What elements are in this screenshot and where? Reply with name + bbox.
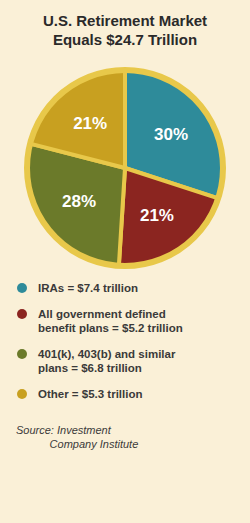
legend-entry: All government definedbenefit plans = $5… xyxy=(38,308,183,334)
pie xyxy=(27,70,223,266)
legend-marker xyxy=(17,283,27,293)
pie-rim xyxy=(27,70,223,266)
legend-marker xyxy=(17,309,27,319)
data-label: 21% xyxy=(140,206,174,225)
legend-entry: 401(k), 403(b) and similarplans = $6.8 t… xyxy=(38,348,176,374)
data-label: 28% xyxy=(62,192,96,211)
legend-marker xyxy=(17,349,27,359)
data-label: 21% xyxy=(73,114,107,133)
data-labels: 30% 21% 28% 21% xyxy=(62,114,188,225)
legend: IRAs = $7.4 trillion All government defin… xyxy=(17,282,183,400)
annotation: Source: Investment Company Institute xyxy=(16,424,138,450)
legend-entry: IRAs = $7.4 trillion xyxy=(38,282,138,294)
pie-slice xyxy=(119,168,218,266)
data-label: 30% xyxy=(154,125,188,144)
legend-entry: Other = $5.3 trillion xyxy=(38,388,143,400)
legend-marker xyxy=(17,389,27,399)
chart: U.S. Retirement MarketEquals $24.7 Trill… xyxy=(0,0,250,523)
title: U.S. Retirement MarketEquals $24.7 Trill… xyxy=(43,12,207,48)
